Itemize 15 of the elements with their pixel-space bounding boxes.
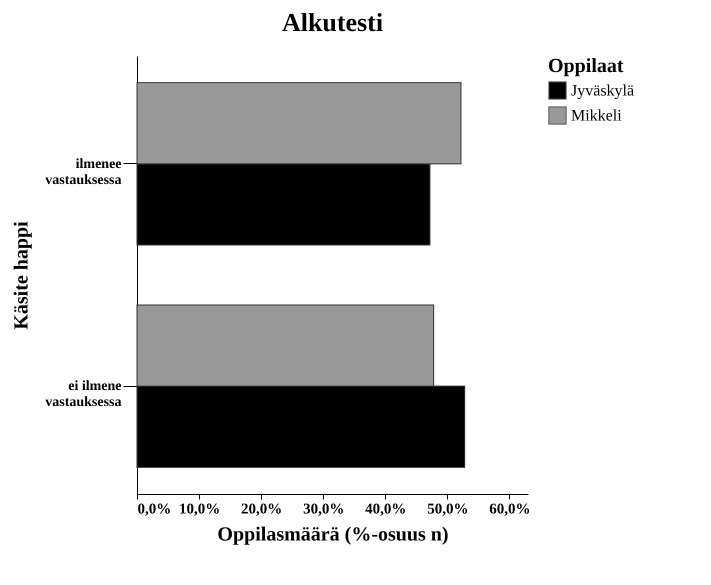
x-axis-title: Oppilasmäärä (%-osuus n) bbox=[217, 524, 449, 546]
x-tick-label: 40,0% bbox=[365, 502, 406, 518]
y-tick-label: ei ilmene vastauksessa bbox=[45, 379, 122, 410]
x-tick-label: 60,0% bbox=[489, 502, 531, 518]
x-tick-label: 30,0% bbox=[303, 502, 344, 518]
x-tick-label: 50,0% bbox=[427, 502, 468, 518]
x-tick-label: 20,0% bbox=[241, 502, 282, 518]
x-tick-label: 0,0% bbox=[138, 502, 172, 518]
legend-title: Oppilaat bbox=[548, 55, 624, 77]
y-tick-label: ilmenee vastauksessa bbox=[45, 156, 122, 188]
y-axis-title: Käsite happi bbox=[10, 220, 32, 330]
legend-label: Jyväskylä bbox=[571, 82, 634, 100]
x-tick-label: 10,0% bbox=[178, 502, 220, 518]
legend-label: Mikkeli bbox=[571, 108, 622, 124]
chart-title: Alkutesti bbox=[282, 8, 384, 37]
